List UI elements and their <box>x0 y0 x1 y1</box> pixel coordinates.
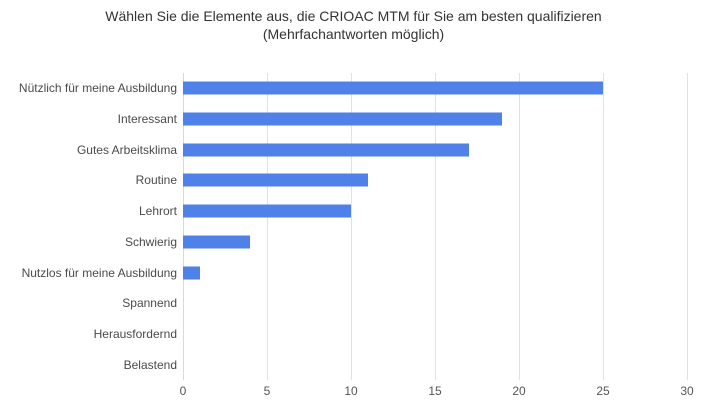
bar-row <box>183 165 687 196</box>
bar <box>183 112 503 126</box>
x-tick-label: 20 <box>512 384 526 398</box>
bar-row <box>183 319 687 350</box>
category-label: Spannend <box>122 296 177 311</box>
bar-rows <box>183 73 687 380</box>
chart-title-line1: Wählen Sie die Elemente aus, die CRIOAC … <box>105 8 602 24</box>
x-tick-label: 0 <box>179 384 187 398</box>
bar-row <box>183 104 687 135</box>
bar-row <box>183 349 687 380</box>
plot-area <box>183 73 688 380</box>
category-label: Routine <box>135 173 177 188</box>
bar <box>183 173 368 187</box>
baseline-gridline <box>183 73 184 380</box>
bar-row <box>183 134 687 165</box>
gridline <box>603 73 604 380</box>
chart-title: Wählen Sie die Elemente aus, die CRIOAC … <box>0 7 707 43</box>
bar-row <box>183 196 687 227</box>
category-axis: Nützlich für meine Ausbildung Interessant… <box>0 73 177 380</box>
category-label: Nützlich für meine Ausbildung <box>18 81 177 96</box>
x-axis: 0 5 10 15 20 25 30 <box>0 384 707 400</box>
gridline <box>351 73 352 380</box>
x-tick-label: 10 <box>344 384 358 398</box>
bar-row <box>183 288 687 319</box>
x-tick-label: 30 <box>680 384 694 398</box>
x-tick-label: 5 <box>263 384 271 398</box>
bar <box>183 143 469 157</box>
bar-row <box>183 257 687 288</box>
x-tick-label: 15 <box>428 384 442 398</box>
gridline <box>687 73 688 380</box>
x-tick-label: 25 <box>596 384 610 398</box>
gridline <box>519 73 520 380</box>
category-label: Lehrort <box>138 204 177 219</box>
bar <box>183 81 603 95</box>
chart-title-line2: (Mehrfachantworten möglich) <box>262 26 445 42</box>
category-label: Schwierig <box>124 234 177 249</box>
bar <box>183 235 251 249</box>
gridline <box>267 73 268 380</box>
bar-row <box>183 227 687 258</box>
category-label: Herausfordernd <box>93 326 177 341</box>
category-label: Gutes Arbeitsklima <box>76 142 177 157</box>
category-label: Interessant <box>117 112 177 127</box>
category-label: Belastend <box>123 357 177 372</box>
gridline <box>435 73 436 380</box>
bar <box>183 266 200 280</box>
category-label: Nutzlos für meine Ausbildung <box>21 265 177 280</box>
bar <box>183 204 351 218</box>
bar-row <box>183 73 687 104</box>
